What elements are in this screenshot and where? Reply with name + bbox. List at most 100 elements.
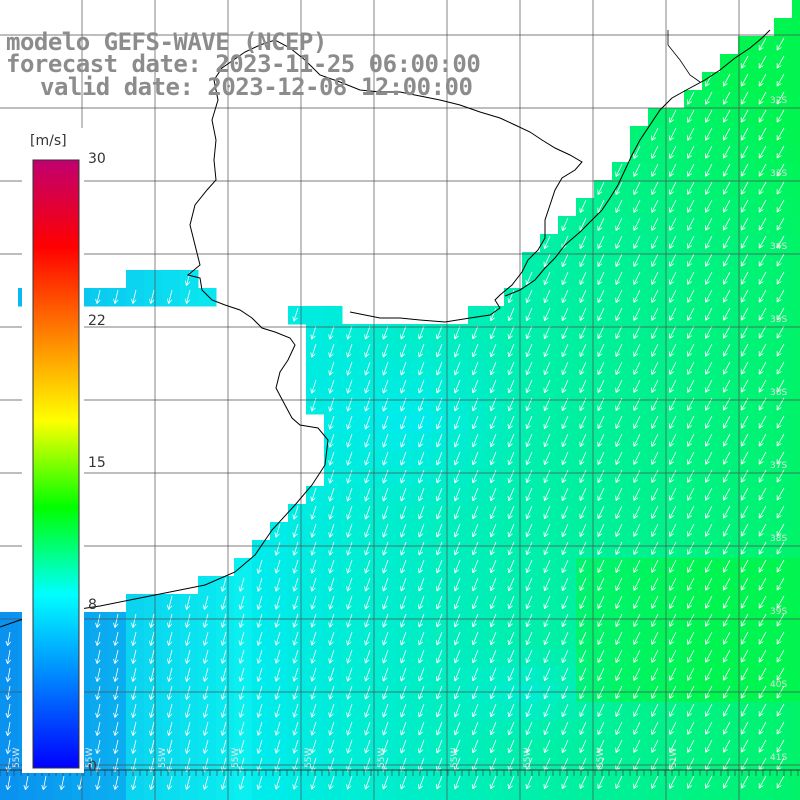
wind-speed-cell [270, 612, 289, 631]
wind-arrow [417, 415, 425, 430]
wind-arrow [579, 649, 587, 664]
wind-speed-cell [486, 792, 505, 800]
wind-arrow [346, 631, 353, 646]
wind-arrow [669, 667, 677, 681]
wind-speed-cell [756, 738, 775, 757]
wind-arrow [400, 667, 407, 682]
wind-arrow [113, 739, 119, 754]
wind-arrow [543, 307, 551, 322]
wind-arrow [543, 613, 551, 628]
wind-arrow [507, 307, 515, 322]
coastline [0, 39, 583, 628]
latitude-label: 32S [770, 96, 788, 106]
wind-speed-cell [432, 738, 451, 757]
wind-speed-cell [450, 702, 469, 721]
wind-arrow [722, 343, 731, 357]
wind-arrow [113, 775, 119, 790]
wind-speed-cell [432, 504, 451, 523]
wind-arrow [651, 181, 659, 195]
wind-speed-cell [378, 684, 397, 703]
wind-speed-cell [342, 684, 361, 703]
wind-speed-cell [450, 522, 469, 541]
wind-arrow [148, 667, 155, 682]
wind-arrow [417, 721, 425, 736]
wind-arrow [669, 523, 677, 537]
wind-arrow [615, 469, 623, 483]
wind-arrow [615, 379, 623, 393]
wind-speed-cell [162, 594, 181, 613]
wind-speed-cell [396, 432, 415, 451]
wind-arrow [633, 307, 641, 321]
wind-arrow [5, 631, 11, 647]
wind-arrow [561, 289, 569, 304]
wind-arrow [704, 613, 713, 627]
wind-arrow [633, 415, 641, 429]
latitude-label: 33S [770, 169, 788, 179]
wind-arrow [543, 595, 551, 610]
wind-speed-cell [90, 666, 109, 685]
wind-speed-cell [792, 504, 800, 523]
wind-arrow [740, 91, 749, 105]
wind-arrow [364, 685, 371, 700]
wind-speed-cell [324, 702, 343, 721]
wind-arrow [597, 775, 605, 790]
wind-arrow [256, 595, 263, 610]
latitude-label: 39S [770, 607, 788, 617]
wind-speed-cell [432, 540, 451, 559]
wind-arrow [615, 361, 623, 375]
wind-speed-cell [144, 270, 163, 289]
wind-speed-cell [414, 594, 433, 613]
wind-speed-cell [792, 684, 800, 703]
wind-speed-cell [90, 774, 109, 793]
wind-arrow [597, 379, 605, 394]
wind-arrow [346, 469, 353, 484]
wind-arrow [633, 181, 641, 195]
wind-arrow [633, 379, 641, 393]
wind-arrow [597, 595, 605, 610]
wind-speed-cell [306, 324, 325, 343]
wind-arrow [471, 361, 479, 376]
wind-arrow [328, 379, 335, 394]
wind-speed-cell [144, 738, 163, 757]
wind-arrow [722, 631, 731, 645]
wind-arrow [148, 685, 155, 700]
wind-speed-cell [234, 576, 253, 595]
wind-arrow [651, 289, 659, 303]
wind-speed-cell [198, 288, 217, 307]
wind-speed-cell [144, 288, 163, 307]
wind-arrow [633, 217, 641, 231]
wind-speed-cell [450, 378, 469, 397]
wind-arrow [417, 595, 425, 610]
wind-speed-cell [126, 594, 145, 613]
wind-speed-cell [216, 720, 235, 739]
wind-speed-cell [144, 792, 163, 800]
wind-arrow [776, 109, 785, 123]
wind-speed-cell [468, 702, 487, 721]
wind-arrow [579, 451, 587, 466]
wind-arrow [453, 505, 461, 520]
wind-speed-cell [756, 216, 775, 235]
wind-arrow [543, 577, 551, 592]
wind-speed-cell [324, 360, 343, 379]
wind-arrow [202, 703, 209, 718]
wind-speed-cell [108, 630, 127, 649]
wind-speed-cell [792, 216, 800, 235]
wind-arrow [758, 271, 767, 285]
wind-arrow [489, 451, 497, 466]
wind-arrow [633, 703, 641, 717]
wind-speed-cell [360, 504, 379, 523]
wind-arrow [543, 271, 551, 286]
wind-arrow [382, 379, 389, 394]
wind-arrow [346, 703, 353, 718]
wind-speed-cell [792, 288, 800, 307]
wind-speed-cell [774, 36, 793, 55]
wind-arrow [651, 649, 659, 663]
wind-speed-cell [792, 72, 800, 91]
wind-speed-cell [432, 414, 451, 433]
wind-arrow [669, 649, 677, 663]
wind-speed-cell [756, 504, 775, 523]
wind-speed-cell [468, 558, 487, 577]
wind-arrow [687, 505, 695, 519]
wind-arrow [687, 217, 695, 231]
